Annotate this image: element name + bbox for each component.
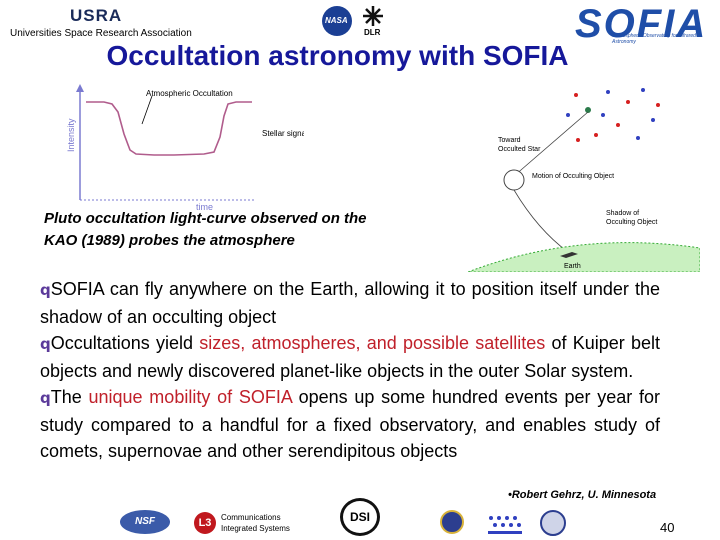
credit-line: •Robert Gehrz, U. Minnesota bbox=[508, 489, 657, 501]
earth-label: Earth bbox=[564, 263, 581, 270]
nasa-logo-text: NASA bbox=[325, 16, 348, 25]
bullet-icon: q bbox=[40, 389, 51, 407]
sofia-tagline: Stratospheric Observatory for Infrared A… bbox=[612, 33, 696, 45]
p3-text-b: opens up some hundred events per year fo… bbox=[40, 387, 660, 461]
l3-logo-text: Communications Integrated Systems bbox=[221, 512, 290, 534]
shadow-label: Shadow of bbox=[606, 210, 639, 217]
paragraph-3: qThe unique mobility of SOFIA opens up s… bbox=[40, 384, 660, 465]
y-axis-arrow bbox=[76, 84, 84, 92]
p3-text-a: The bbox=[50, 387, 89, 407]
sofia-logo: SOFIA bbox=[575, 2, 708, 46]
atmos-pointer bbox=[141, 95, 153, 125]
figure-caption: Pluto occultation light-curve observed o… bbox=[44, 208, 464, 252]
light-curve-figure: Atmospheric Occultation Stellar signal I… bbox=[66, 84, 304, 212]
seal-logo-icon bbox=[440, 510, 464, 534]
nasa-logo: NASA bbox=[322, 6, 352, 36]
paragraph-2: qOccultations yield sizes, atmospheres, … bbox=[40, 330, 660, 384]
usra-subtitle: Universities Space Research Association bbox=[10, 28, 192, 39]
slide-title: Occultation astronomy with SOFIA bbox=[106, 40, 569, 71]
l3-line-1: Communications bbox=[221, 513, 281, 522]
dlr-logo-icon bbox=[363, 6, 383, 26]
shadow-label-2: Occulting Object bbox=[606, 219, 657, 226]
occulting-object bbox=[503, 169, 525, 191]
dsi-logo: DSI bbox=[340, 498, 380, 536]
university-seal-icon bbox=[540, 510, 566, 536]
dots-logo-icon bbox=[488, 516, 522, 534]
atmos-label: Atmospheric Occultation bbox=[146, 89, 233, 98]
p2-text-b: of Kuiper belt objects and newly discove… bbox=[40, 333, 660, 381]
toward-star-label: Toward bbox=[498, 137, 521, 144]
slide-title-wrap: Occultation astronomy with SOFIA bbox=[0, 40, 720, 72]
p2-text-a: Occultations yield bbox=[50, 333, 200, 353]
occultation-shadow-diagram: Toward Occulted Star Motion of Occulting… bbox=[468, 88, 700, 272]
airplane-icon bbox=[560, 252, 578, 258]
l3-logo: L3 bbox=[194, 512, 216, 534]
p1-text: SOFIA can fly anywhere on the Earth, all… bbox=[40, 279, 660, 327]
usra-logo: USRA bbox=[70, 6, 123, 25]
y-axis-label: Intensity bbox=[66, 118, 76, 152]
page-number: 40 bbox=[660, 520, 675, 535]
body-text: qSOFIA can fly anywhere on the Earth, al… bbox=[40, 276, 660, 465]
paragraph-1: qSOFIA can fly anywhere on the Earth, al… bbox=[40, 276, 660, 330]
motion-label: Motion of Occulting Object bbox=[532, 173, 614, 180]
stellar-label: Stellar signal bbox=[262, 129, 304, 138]
caption-line-2: KAO (1989) probes the atmosphere bbox=[44, 232, 295, 249]
light-curve-trace bbox=[86, 101, 252, 156]
sightline bbox=[513, 111, 589, 177]
dlr-logo-text: DLR bbox=[364, 28, 381, 37]
earth-surface bbox=[468, 242, 700, 272]
p2-highlight: sizes, atmospheres, and possible satelli… bbox=[199, 333, 546, 353]
nsf-logo: NSF bbox=[120, 510, 170, 534]
bullet-icon: q bbox=[40, 335, 51, 353]
star-field bbox=[566, 88, 660, 142]
bullet-icon: q bbox=[40, 281, 51, 299]
caption-line-1: Pluto occultation light-curve observed o… bbox=[44, 210, 367, 227]
p3-highlight: unique mobility of SOFIA bbox=[88, 387, 292, 407]
shadow-path bbox=[513, 189, 569, 253]
toward-star-label-2: Occulted Star bbox=[498, 146, 541, 153]
x-axis-label: time bbox=[196, 202, 213, 212]
l3-line-2: Integrated Systems bbox=[221, 524, 290, 533]
